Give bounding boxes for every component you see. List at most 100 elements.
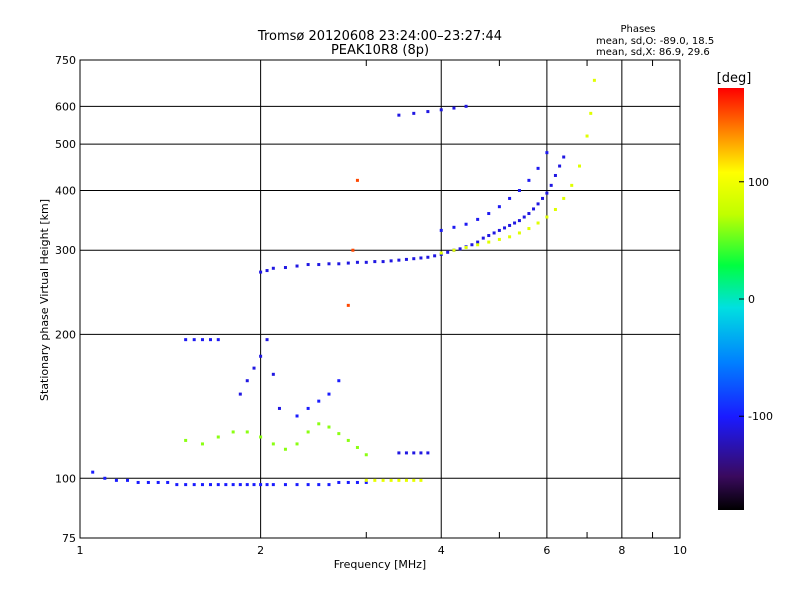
data-point [307, 430, 310, 433]
data-point [397, 479, 400, 482]
data-point [518, 189, 521, 192]
data-point [562, 156, 565, 159]
data-point [184, 439, 187, 442]
x-tick-label: 1 [77, 544, 84, 557]
x-tick-label: 8 [618, 544, 625, 557]
data-point [347, 481, 350, 484]
data-point [317, 400, 320, 403]
data-point [224, 483, 227, 486]
data-point [405, 451, 408, 454]
data-point [272, 267, 275, 270]
data-point [397, 451, 400, 454]
colorbar-tick-label: -100 [748, 410, 773, 423]
data-point [470, 243, 473, 246]
chart-subtitle: PEAK10R8 (8p) [331, 43, 429, 58]
data-point [259, 355, 262, 358]
data-point [452, 249, 455, 252]
data-point [419, 256, 422, 259]
data-point [356, 446, 359, 449]
data-point [550, 184, 553, 187]
data-point [266, 338, 269, 341]
data-point [259, 483, 262, 486]
data-point [166, 481, 169, 484]
x-tick-label: 2 [257, 544, 264, 557]
colorbar: [deg] 1000-100 [717, 71, 773, 510]
data-point [351, 249, 354, 252]
data-point [147, 481, 150, 484]
data-point [239, 483, 242, 486]
data-point [537, 167, 540, 170]
data-point [508, 235, 511, 238]
data-point [412, 451, 415, 454]
data-point [493, 231, 496, 234]
data-point [498, 229, 501, 232]
phase-annotation: Phases mean, sd,O: -89.0, 18.5 mean, sd,… [596, 24, 714, 58]
data-point [397, 114, 400, 117]
data-point [476, 218, 479, 221]
data-point [209, 483, 212, 486]
data-point [527, 179, 530, 182]
data-point [347, 304, 350, 307]
data-point [327, 426, 330, 429]
data-point [554, 208, 557, 211]
data-point [508, 197, 511, 200]
data-point [487, 212, 490, 215]
data-point [296, 265, 299, 268]
data-point [272, 483, 275, 486]
data-point [390, 259, 393, 262]
y-tick-label: 600 [55, 100, 76, 113]
data-point [356, 481, 359, 484]
data-point [586, 135, 589, 138]
colorbar-label: [deg] [717, 71, 752, 86]
data-point [508, 224, 511, 227]
x-axis-label: Frequency [MHz] [334, 558, 426, 571]
data-point [412, 257, 415, 260]
data-point [589, 112, 592, 115]
data-point [426, 110, 429, 113]
data-point [307, 407, 310, 410]
data-point [356, 261, 359, 264]
data-point [284, 448, 287, 451]
data-point [272, 373, 275, 376]
data-point [412, 112, 415, 115]
data-point [317, 422, 320, 425]
data-point [115, 479, 118, 482]
data-point [327, 393, 330, 396]
data-point [347, 262, 350, 265]
data-point [217, 338, 220, 341]
data-point [513, 222, 516, 225]
y-tick-label: 400 [55, 184, 76, 197]
data-point [593, 79, 596, 82]
data-point [562, 197, 565, 200]
x-tick-label: 4 [438, 544, 445, 557]
data-point [272, 442, 275, 445]
data-point [284, 266, 287, 269]
data-point [327, 483, 330, 486]
data-point [459, 247, 462, 250]
annotation-line-o: mean, sd,O: -89.0, 18.5 [596, 36, 714, 47]
data-point [365, 453, 368, 456]
chart-title: Tromsø 20120608 23:24:00–23:27:44 [257, 29, 502, 44]
data-point [327, 262, 330, 265]
data-point [253, 483, 256, 486]
colorbar-ticks: 1000-100 [739, 176, 773, 423]
data-point [397, 259, 400, 262]
data-point [405, 258, 408, 261]
data-point [193, 483, 196, 486]
data-point [209, 338, 212, 341]
data-point [545, 151, 548, 154]
data-point [175, 483, 178, 486]
data-point [446, 251, 449, 254]
data-point [296, 483, 299, 486]
data-point [246, 430, 249, 433]
grid [80, 60, 680, 538]
annotation-heading: Phases [620, 24, 655, 35]
data-point [518, 231, 521, 234]
data-point [465, 105, 468, 108]
data-point [487, 234, 490, 237]
data-point [452, 226, 455, 229]
data-point [433, 254, 436, 257]
y-tick-label: 750 [55, 54, 76, 67]
data-point [217, 483, 220, 486]
data-point [373, 479, 376, 482]
